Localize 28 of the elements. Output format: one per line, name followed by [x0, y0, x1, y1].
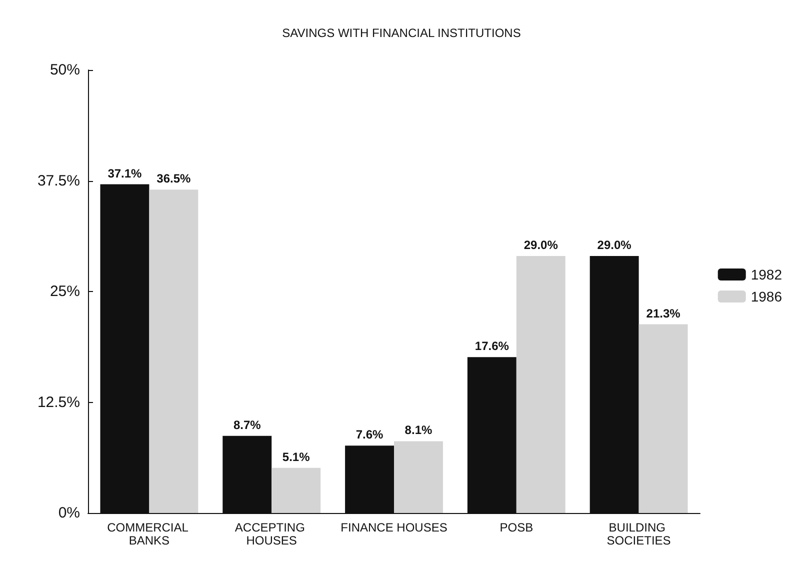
data-label: 29.0% — [597, 238, 632, 252]
data-label: 21.3% — [646, 306, 681, 320]
y-tick-label: 50% — [50, 62, 80, 78]
y-tick-label: 25% — [50, 283, 80, 300]
bar — [272, 468, 321, 513]
y-tick-label: 0% — [58, 504, 80, 522]
data-label: 29.0% — [524, 238, 558, 252]
data-label: 17.6% — [474, 339, 510, 354]
legend-label: 1986 — [750, 288, 782, 304]
y-tick-label: 12.5% — [37, 394, 80, 411]
x-tick-label: FINANCE HOUSES — [340, 520, 448, 534]
data-label: 8.1% — [404, 423, 432, 438]
x-tick-label: POSB — [500, 520, 534, 534]
legend-label: 1982 — [750, 266, 782, 282]
bar — [516, 256, 566, 513]
chart-title: SAVINGS WITH FINANCIAL INSTITUTIONS — [282, 26, 521, 40]
x-tick-label: ACCEPTING HOUSES — [234, 520, 308, 548]
bar — [149, 190, 198, 513]
bar — [638, 324, 688, 513]
data-label: 5.1% — [282, 450, 310, 464]
data-label: 36.5% — [156, 172, 192, 186]
x-tick-label: COMMERCIAL BANKS — [107, 520, 192, 548]
data-label: 8.7% — [233, 418, 262, 432]
data-label: 37.1% — [108, 166, 142, 180]
data-label: 7.6% — [356, 428, 384, 442]
y-tick-label: 37.5% — [37, 172, 80, 190]
bar — [394, 441, 443, 513]
x-tick-label: BUILDING SOCIETIES — [606, 520, 671, 548]
